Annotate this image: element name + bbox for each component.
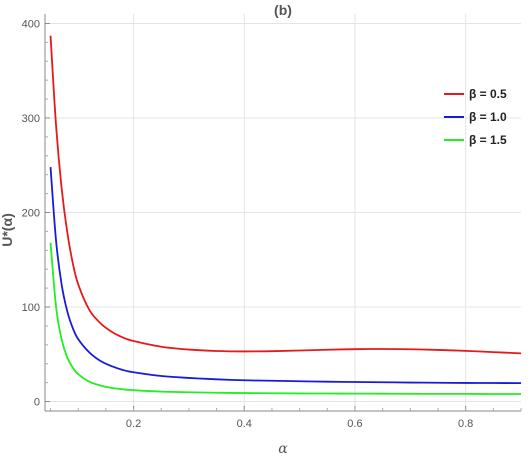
y-tick-label: 100 (22, 302, 40, 314)
y-tick-label: 0 (34, 397, 40, 409)
y-tick-label: 300 (22, 113, 40, 125)
y-tick-label: 200 (22, 208, 40, 220)
grid (45, 14, 521, 411)
series (49, 35, 522, 395)
series-line-3 (49, 242, 522, 395)
y-tick-label: 400 (22, 18, 40, 30)
x-tick-label: 0.8 (458, 418, 473, 430)
y-axis-label: U*(α) (0, 213, 15, 247)
x-axis-label: α (278, 441, 288, 457)
legend-label-3: β = 1.5 (469, 133, 507, 147)
x-tick-label: 0.2 (126, 418, 141, 430)
x-tick-label: 0.4 (237, 418, 252, 430)
series-line-1 (49, 35, 522, 355)
x-tick-label: 0.6 (347, 418, 362, 430)
legend-label-1: β = 0.5 (469, 87, 507, 101)
ticks: 0.2 0.4 0.6 0.8 0 100 200 300 400 (22, 18, 522, 430)
legend: β = 0.5 β = 1.0 β = 1.5 (444, 87, 507, 147)
series-line-2 (49, 167, 522, 385)
chart-title: (b) (274, 2, 292, 18)
legend-label-2: β = 1.0 (469, 110, 507, 124)
